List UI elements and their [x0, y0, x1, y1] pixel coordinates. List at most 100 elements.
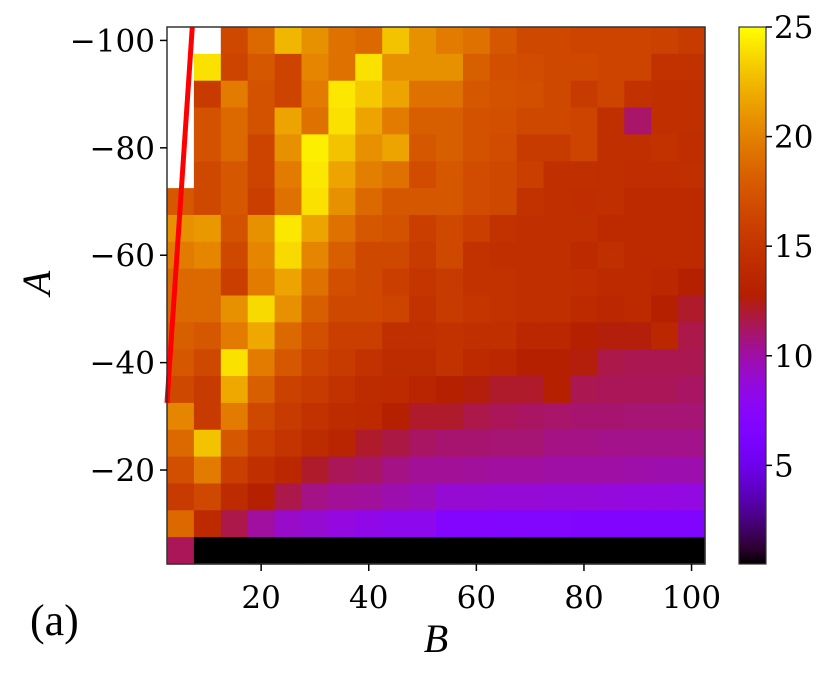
heatmap-cell — [489, 134, 518, 162]
heatmap-cell — [678, 107, 706, 135]
heatmap-cell — [301, 402, 329, 431]
heatmap-cell — [167, 483, 195, 511]
heatmap-cell — [489, 322, 518, 350]
y-tick-label: −60 — [90, 238, 155, 274]
heatmap-cell — [651, 161, 679, 189]
heatmap-cell — [624, 134, 652, 162]
heatmap-cell — [328, 53, 356, 82]
heatmap-cell — [624, 483, 652, 511]
heatmap-cell — [516, 188, 545, 216]
heatmap-cell — [247, 295, 276, 323]
heatmap-cell — [516, 27, 545, 55]
heatmap-cell — [489, 188, 518, 216]
heatmap-cell — [193, 295, 222, 323]
heatmap-cell — [220, 483, 249, 511]
heatmap-cell — [462, 214, 491, 243]
heatmap-cell — [651, 80, 679, 109]
heatmap-cell — [570, 241, 598, 270]
heatmap-cell — [462, 241, 491, 270]
heatmap-cell — [382, 161, 410, 189]
heatmap-cell — [247, 53, 276, 82]
heatmap-cell — [247, 27, 276, 55]
heatmap-cell — [543, 214, 572, 243]
heatmap-cell — [436, 268, 464, 297]
heatmap-cell — [570, 376, 598, 404]
heatmap-cell — [328, 214, 356, 243]
heatmap-cell — [516, 402, 545, 431]
heatmap-cell — [651, 241, 679, 270]
heatmap-cell — [516, 107, 545, 135]
heatmap-cell — [462, 456, 491, 485]
heatmap-cell — [355, 295, 383, 323]
heatmap-cell — [543, 402, 572, 431]
heatmap-cell — [328, 429, 356, 458]
heatmap-cell — [516, 241, 545, 270]
heatmap-cell — [274, 27, 303, 55]
x-tick-label: 100 — [662, 580, 721, 616]
heatmap-cell — [355, 107, 383, 135]
heatmap-cell — [489, 483, 518, 511]
heatmap-cell — [570, 27, 598, 55]
heatmap-cell — [382, 214, 410, 243]
heatmap-cell — [462, 53, 491, 82]
y-axis-label: A — [14, 270, 59, 298]
heatmap-cell — [436, 80, 464, 109]
heatmap-cell — [462, 402, 491, 431]
heatmap-cell — [355, 27, 383, 55]
heatmap-cell — [462, 349, 491, 377]
heatmap-cell — [436, 27, 464, 55]
heatmap-cell — [274, 402, 303, 431]
heatmap-cell — [409, 429, 437, 458]
heatmap-cell — [570, 322, 598, 350]
heatmap-cell — [678, 214, 706, 243]
heatmap-cell — [624, 537, 652, 565]
heatmap-cell — [247, 429, 276, 458]
x-axis-ticks: 20 40 60 80 100 — [241, 564, 721, 616]
heatmap-cell — [409, 241, 437, 270]
heatmap-cell — [274, 214, 303, 243]
heatmap-cell — [570, 53, 598, 82]
heatmap-cell — [678, 241, 706, 270]
heatmap-cell — [462, 295, 491, 323]
heatmap-cell — [355, 429, 383, 458]
heatmap-cell — [193, 349, 222, 377]
heatmap-cell — [220, 134, 249, 162]
heatmap-cell — [678, 429, 706, 458]
y-tick-label: −80 — [90, 131, 155, 167]
heatmap-cell — [274, 349, 303, 377]
heatmap-cell — [678, 376, 706, 404]
heatmap-cell — [624, 241, 652, 270]
heatmap-cell — [651, 27, 679, 55]
heatmap-cell — [597, 241, 625, 270]
heatmap-cell — [382, 107, 410, 135]
heatmap-cell — [543, 537, 572, 565]
heatmap-cell — [167, 376, 195, 404]
heatmap-cell — [570, 268, 598, 297]
heatmap-cell — [193, 107, 222, 135]
heatmap-cell — [436, 537, 464, 565]
heatmap-cell — [597, 322, 625, 350]
heatmap-cell — [247, 268, 276, 297]
heatmap-cell — [167, 456, 195, 485]
heatmap-cell — [678, 510, 706, 538]
heatmap-cell — [597, 537, 625, 565]
heatmap-cell — [651, 402, 679, 431]
heatmap-cell — [597, 268, 625, 297]
heatmap-cell — [301, 376, 329, 404]
heatmap-cell — [436, 376, 464, 404]
heatmap-cell — [220, 349, 249, 377]
heatmap-cell — [247, 349, 276, 377]
heatmap-cell — [247, 483, 276, 511]
heatmap-cell — [328, 376, 356, 404]
heatmap-cell — [328, 322, 356, 350]
heatmap-cell — [462, 268, 491, 297]
heatmap-cell — [409, 456, 437, 485]
heatmap-cell — [516, 53, 545, 82]
heatmap-cell — [678, 134, 706, 162]
heatmap-cell — [570, 349, 598, 377]
heatmap-cell — [355, 214, 383, 243]
heatmap-cell — [220, 27, 249, 55]
heatmap-cell — [543, 161, 572, 189]
heatmap-cell — [193, 214, 222, 243]
